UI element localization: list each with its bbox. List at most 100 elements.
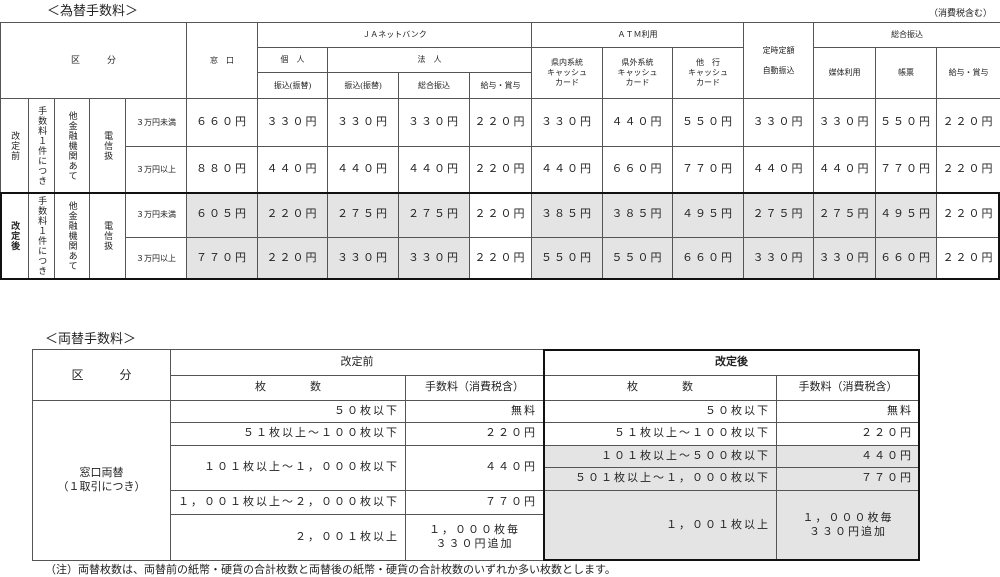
fee-cell: ２２０円 [258,193,328,238]
before-count: １０１枚以上～１，０００枚以下 [171,446,406,491]
other-bank-label: 他金融機関あて [66,111,77,181]
fee-cell: ３３０円 [814,238,876,280]
before-count: １，００１枚以上～２，０００枚以下 [171,491,406,515]
range-label: ３万円未満 [126,193,187,238]
fee-cell: ４４０円 [328,147,399,193]
fee-cell: ２７５円 [744,193,814,238]
header-category: 区 分 [1,23,187,99]
fee-cell: ３３０円 [399,99,470,147]
fee-cell: ４４０円 [532,147,603,193]
fee-cell: ６６０円 [673,238,744,280]
fee-cell: ５５０円 [603,238,673,280]
header-atm-out-pref: 県外系統 キャッシュ カード [603,48,673,99]
after-fee: ７７０円 [777,468,920,491]
fee-cell: ４９５円 [673,193,744,238]
fee-cell: ６６０円 [876,238,937,280]
fee-cell: ２２０円 [470,238,532,280]
header-atm: ＡＴＭ利用 [532,23,744,48]
after-fee: ２２０円 [777,423,920,446]
fee-cell: ３３０円 [258,99,328,147]
fee-cell: ２２０円 [937,147,1000,193]
before-fee: ７７０円 [406,491,544,515]
fee-cell: ２２０円 [258,238,328,280]
header-after: 改定後 [544,350,920,376]
fee-cell: ４４０円 [258,147,328,193]
exchange-fee-title: ＜為替手数料＞ [47,0,138,19]
after-label: 改定後 [9,221,20,251]
fee-cell: ３８５円 [532,193,603,238]
exchange-fee-table: 区 分 窓 口 ＪＡネットバンク ＡＴＭ利用 定時定額 自動振込 総合振込 個 … [0,22,1000,280]
fee-cell: ７７０円 [187,238,258,280]
header-before: 改定前 [171,350,544,376]
wire-label: 電信扱 [102,131,113,161]
fee-cell: ４４０円 [814,147,876,193]
fee-cell: ４４０円 [399,147,470,193]
after-fee: １，０００枚毎 ３３０円追加 [777,491,920,561]
before-count: ５０枚以下 [171,401,406,423]
counter-exchange-label: 窓口両替 （１取引につき） [33,401,171,561]
after-count: １，００１枚以上 [544,491,777,561]
fee-cell: ３３０円 [328,99,399,147]
money-exchange-table: 区 分 改定前 改定後 枚 数 手数料（消費税含） 枚 数 手数料（消費税含） … [32,349,920,561]
after-fee: 無料 [777,401,920,423]
fee-cell: ３８５円 [603,193,673,238]
fee-cell: ２２０円 [937,238,1000,280]
fee-cell: ２２０円 [937,193,1000,238]
fee-cell: ２７５円 [328,193,399,238]
before-fee: １，０００枚毎 ３３０円追加 [406,515,544,561]
header-count: 枚 数 [544,376,777,401]
tax-note: （消費税含む） [929,6,992,19]
fee-cell: ２７５円 [399,193,470,238]
header-individual-transfer: 振込(振替) [258,73,328,99]
before-fee: ４４０円 [406,446,544,491]
fee-cell: ２７５円 [814,193,876,238]
header-salary-1: 給与・賞与 [470,73,532,99]
fee-cell: ５５０円 [532,238,603,280]
money-exchange-title: ＜両替手数料＞ [45,328,136,347]
fee-cell: ４４０円 [744,147,814,193]
fee-cell: ３３０円 [532,99,603,147]
fee-cell: ３３０円 [399,238,470,280]
footnote: （注）両替枚数は、両替前の紙幣・硬貨の合計枚数と両替後の紙幣・硬貨の合計枚数のい… [45,561,616,577]
fee-cell: ８８０円 [187,147,258,193]
header-corporate-general: 総合振込 [399,73,470,99]
header-atm-in-pref: 県内系統 キャッシュ カード [532,48,603,99]
header-ja-netbank: ＪＡネットバンク [258,23,532,48]
per-item-label: 手数料１件につき [36,196,47,276]
before-fee: ２２０円 [406,423,544,446]
after-count: ５１枚以上～１００枚以下 [544,423,777,446]
fee-cell: ２２０円 [470,193,532,238]
header-corporate: 法 人 [328,48,532,73]
fee-cell: ７７０円 [673,147,744,193]
fee-cell: ２２０円 [937,99,1000,147]
header-atm-other-bank: 他 行 キャッシュ カード [673,48,744,99]
header-slip: 帳票 [876,48,937,99]
fee-cell: ４４０円 [603,99,673,147]
before-count: ５１枚以上～１００枚以下 [171,423,406,446]
per-item-label: 手数料１件につき [36,106,47,186]
header-corporate-transfer: 振込(振替) [328,73,399,99]
other-bank-label: 他金融機関あて [66,201,77,271]
wire-label: 電信扱 [102,221,113,251]
fee-cell: ３３０円 [744,99,814,147]
before-label: 改定前 [9,131,20,161]
fee-cell: ２２０円 [470,99,532,147]
header-counter: 窓 口 [187,23,258,99]
header-media: 媒体利用 [814,48,876,99]
fee-cell: ４９５円 [876,193,937,238]
fee-cell: ６６０円 [187,99,258,147]
header-fixed-auto-transfer: 定時定額 自動振込 [744,23,814,99]
fee-cell: ２２０円 [470,147,532,193]
after-fee: ４４０円 [777,446,920,468]
fee-cell: ５５０円 [673,99,744,147]
header-individual: 個 人 [258,48,328,73]
range-label: ３万円以上 [126,238,187,280]
header-salary-2: 給与・賞与 [937,48,1000,99]
header-category: 区 分 [33,350,171,401]
range-label: ３万円未満 [126,99,187,147]
fee-cell: ６６０円 [603,147,673,193]
fee-cell: ７７０円 [876,147,937,193]
